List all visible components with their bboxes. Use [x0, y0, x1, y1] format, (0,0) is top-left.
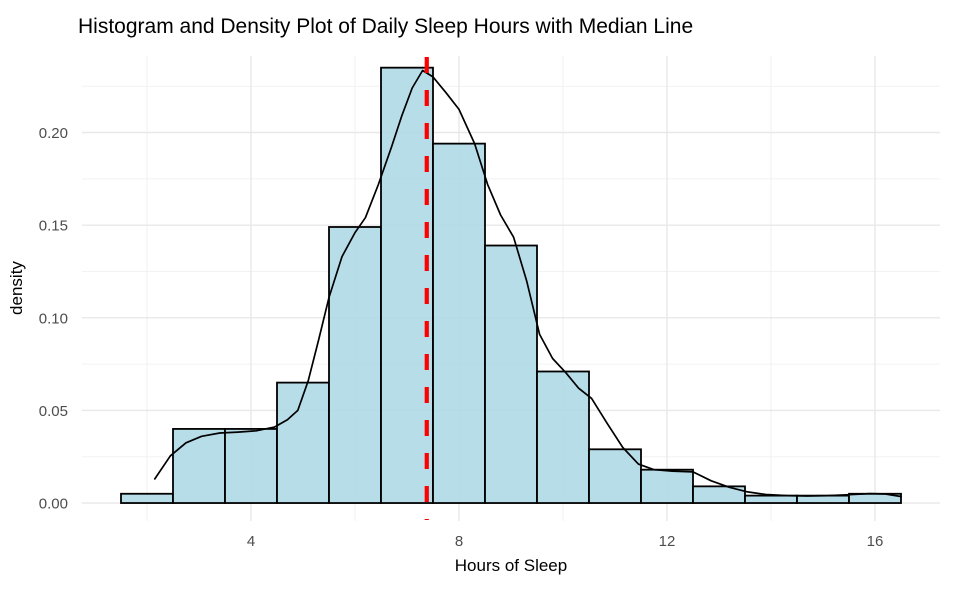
- y-tick-label: 0.10: [39, 310, 68, 327]
- density-curve: [153, 69, 902, 498]
- x-tick-label: 4: [247, 533, 255, 550]
- histogram-bar: [120, 492, 174, 504]
- histogram-bar: [380, 66, 434, 504]
- y-tick-labels: 0.00 0.05 0.10 0.15 0.20: [39, 125, 68, 513]
- histogram-bar: [172, 428, 226, 504]
- histogram-bar: [744, 494, 798, 504]
- y-tick-label: 0.20: [39, 125, 68, 142]
- x-tick-label: 8: [455, 533, 463, 550]
- histogram-bar: [432, 142, 486, 504]
- y-tick-label: 0.15: [39, 218, 68, 235]
- x-tick-label: 16: [867, 533, 884, 550]
- histogram-bar: [692, 485, 746, 504]
- histogram-bar: [328, 226, 382, 504]
- y-tick-label: 0.05: [39, 403, 68, 420]
- y-axis-title: density: [7, 261, 26, 315]
- histogram-bar: [640, 468, 694, 504]
- x-axis-title: Hours of Sleep: [455, 556, 567, 575]
- histogram-bar: [484, 244, 538, 504]
- histogram-bar: [276, 381, 330, 504]
- x-tick-label: 12: [659, 533, 676, 550]
- histogram-bar: [536, 370, 590, 504]
- x-tick-labels: 4 8 12 16: [247, 533, 884, 550]
- histogram-bar: [224, 428, 278, 504]
- histogram-bars: [120, 66, 902, 504]
- y-tick-label: 0.00: [39, 496, 68, 513]
- chart-title: Histogram and Density Plot of Daily Slee…: [78, 15, 693, 38]
